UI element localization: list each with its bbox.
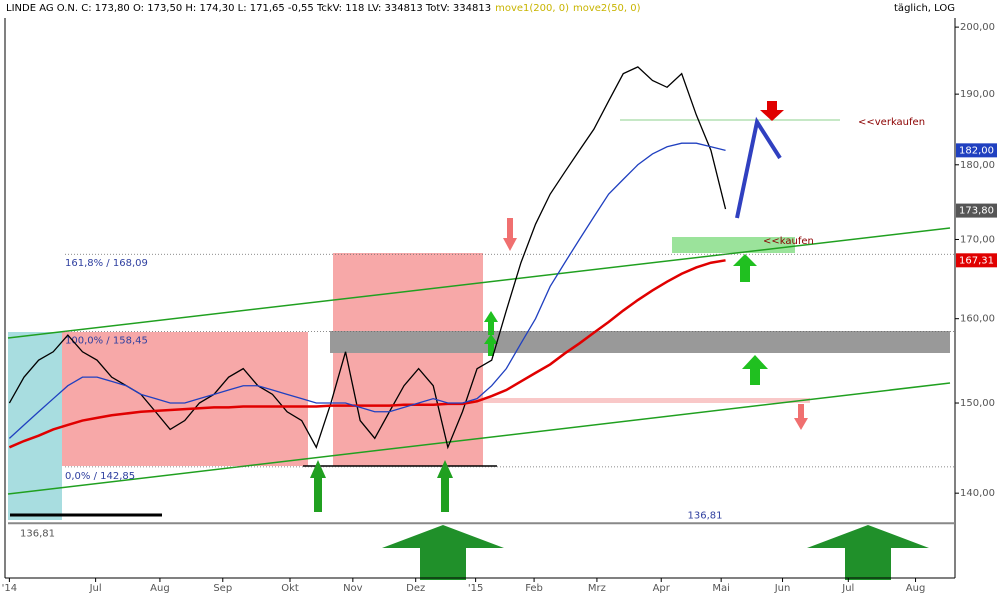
trend-line	[7, 382, 951, 495]
sell-label: <<verkaufen	[858, 117, 925, 128]
x-tick-label: Sep	[213, 583, 232, 594]
header-info: LINDE AG O.N. C: 173,80 O: 173,50 H: 174…	[6, 3, 641, 14]
x-tick-label: Feb	[525, 583, 543, 594]
header-mode: täglich, LOG	[894, 3, 955, 14]
price-marker-label: 167,31	[959, 255, 994, 266]
x-tick-label: '15	[468, 583, 483, 594]
y-tick-label: 200,00	[960, 22, 995, 33]
zone	[483, 398, 810, 403]
x-tick-label: '14	[2, 583, 17, 594]
y-tick-label: 150,00	[960, 398, 995, 409]
legend-entry: move2(50, 0)	[573, 3, 641, 14]
y-tick-label: 140,00	[960, 488, 995, 499]
y-tick-label: 160,00	[960, 314, 995, 325]
arrow-down	[760, 101, 784, 121]
legend-entry: move1(200, 0)	[495, 3, 569, 14]
arrow-up	[742, 355, 768, 385]
arrow-down	[503, 218, 517, 251]
x-tick-label: Aug	[906, 583, 926, 594]
arrow-up	[733, 254, 757, 282]
x-tick-label: Aug	[150, 583, 170, 594]
x-tick-label: Nov	[343, 583, 363, 594]
x-tick-label: Okt	[281, 583, 299, 594]
forecast-path	[735, 116, 782, 219]
header-text: LINDE AG O.N. C: 173,80 O: 173,50 H: 174…	[6, 3, 491, 14]
x-tick-label: Jun	[774, 583, 791, 594]
y-tick-label: 180,00	[960, 160, 995, 171]
level-label: 161,8% / 168,09	[65, 258, 148, 269]
y-tick-label: 190,00	[960, 89, 995, 100]
level-label: 136,81	[688, 510, 723, 521]
arrow-up	[382, 525, 504, 580]
y-tick-label: 170,00	[960, 234, 995, 245]
drawings	[7, 101, 951, 580]
buy-label: <<kaufen	[763, 236, 814, 247]
level-label: 0,0% / 142,85	[65, 471, 135, 482]
arrow-up	[310, 460, 326, 512]
price-marker-label: 182,00	[959, 145, 994, 156]
x-tick-label: Mai	[712, 583, 730, 594]
moving-average	[8, 142, 726, 439]
trend-line	[7, 227, 951, 339]
price-marker	[956, 143, 997, 158]
x-tick-label: Dez	[406, 583, 425, 594]
price-marker	[956, 203, 997, 218]
x-tick-label: Mrz	[588, 583, 606, 594]
x-tick-label: Apr	[653, 583, 671, 594]
x-tick-label: Jul	[841, 583, 854, 594]
arrow-down	[794, 404, 808, 430]
zone	[8, 332, 62, 520]
zone	[333, 253, 483, 466]
arrow-up	[484, 334, 498, 356]
price-marker	[956, 253, 997, 268]
arrow-up	[484, 311, 498, 335]
zone	[62, 332, 308, 466]
x-tick-label: Jul	[89, 583, 102, 594]
arrow-up	[437, 460, 453, 512]
level-label: 100,0% / 158,45	[65, 335, 148, 346]
arrow-up	[807, 525, 929, 580]
zone	[330, 331, 950, 353]
level-label: 136,81	[20, 528, 55, 539]
price-marker-label: 173,80	[959, 206, 994, 217]
moving-average	[8, 259, 726, 449]
